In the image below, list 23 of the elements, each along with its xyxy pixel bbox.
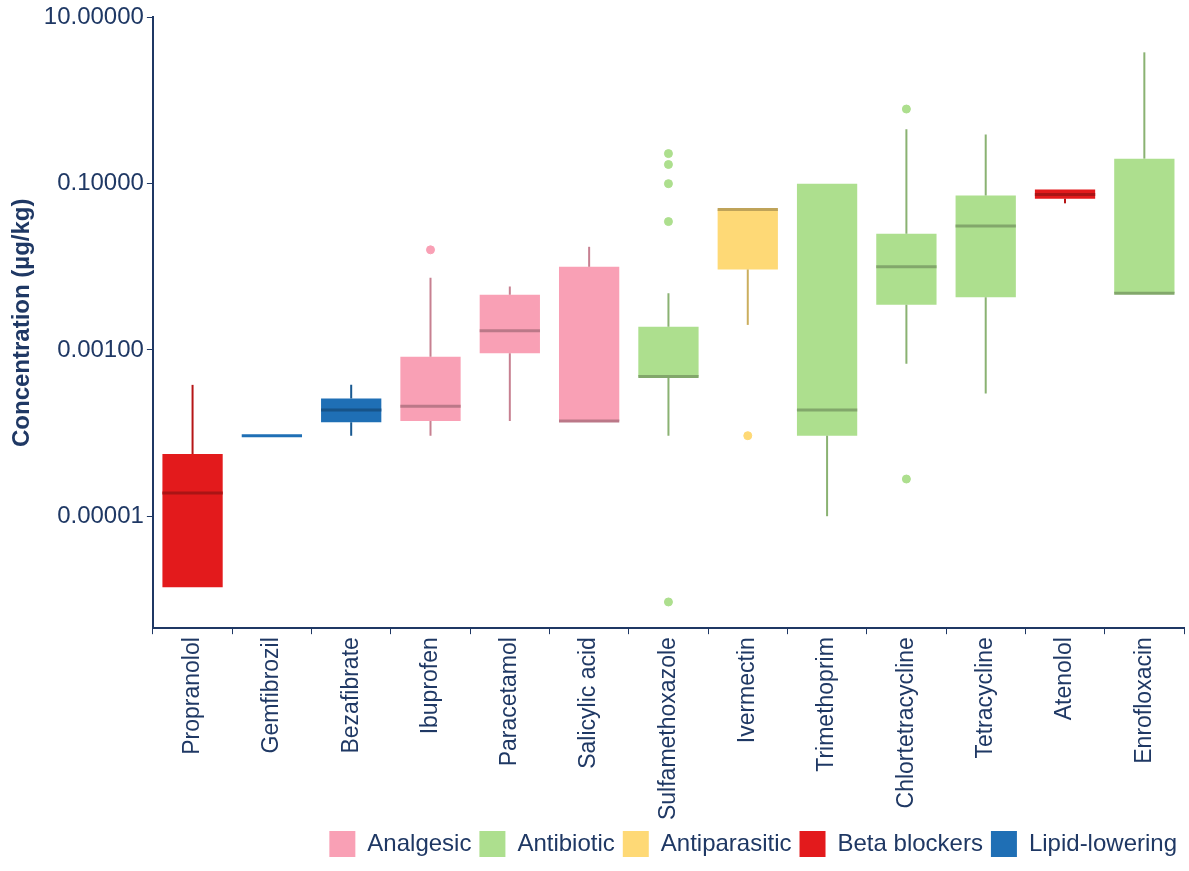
x-tick-label: Salicylic acid [574, 637, 601, 769]
x-tick-label: Ibuprofen [415, 637, 442, 735]
x-tick-label: Paracetamol [495, 637, 522, 767]
legend-label: Lipid-lowering [1028, 828, 1177, 856]
x-tick-label: Bezafibrate [336, 637, 363, 754]
legend-label: Beta blockers [837, 828, 983, 856]
y-tick-label: 0.10000 [57, 168, 144, 196]
x-tick-label: Chlortetracycline [891, 637, 918, 809]
x-tick-label: Propranolol [177, 637, 204, 755]
x-tick-label: Sulfamethoxazole [653, 637, 680, 821]
legend-label: Analgesic [367, 828, 472, 856]
y-tick-label: 0.00001 [57, 500, 144, 528]
x-tick-label: Ivermectin [733, 637, 760, 744]
x-tick-label: Gemfibrozil [257, 637, 284, 754]
legend-label: Antiparasitic [660, 828, 792, 856]
x-tick-label: Enrofloxacin [1129, 637, 1156, 764]
x-tick-label: Atenolol [1050, 637, 1077, 721]
y-axis-title: Concentration (µg/kg) [7, 198, 35, 448]
y-tick-label: 10.00000 [43, 2, 144, 30]
x-tick-label: Trimethoprim [812, 637, 839, 772]
x-tick-label: Tetracycline [971, 637, 998, 759]
legend-label: Antibiotic [517, 828, 615, 856]
y-tick-label: 0.00100 [57, 334, 144, 362]
